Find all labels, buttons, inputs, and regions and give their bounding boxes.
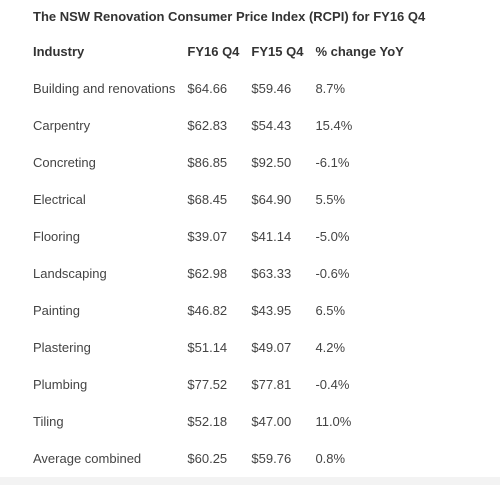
header-percent-change: % change YoY	[315, 44, 404, 59]
fy16-cell: $51.14	[187, 340, 228, 355]
table-row: Carpentry $62.83 $54.43 15.4%	[27, 107, 416, 144]
fy16-cell: $46.82	[187, 303, 228, 318]
fy16-cell: $64.66	[187, 81, 228, 96]
change-cell: 8.7%	[315, 81, 346, 96]
change-cell: 5.5%	[315, 192, 346, 207]
change-cell: 15.4%	[315, 118, 353, 133]
industry-cell: Landscaping	[33, 266, 107, 281]
table-row: Plastering $51.14 $49.07 4.2%	[27, 329, 416, 366]
header-fy15-q4: FY15 Q4	[251, 44, 304, 59]
fy15-cell: $92.50	[251, 155, 292, 170]
table-row: Tiling $52.18 $47.00 11.0%	[27, 403, 416, 440]
table-row: Building and renovations $64.66 $59.46 8…	[27, 70, 416, 107]
change-cell: 11.0%	[315, 414, 352, 429]
fy15-cell: $54.43	[251, 118, 292, 133]
fy16-cell: $68.45	[187, 192, 228, 207]
fy16-cell: $62.83	[187, 118, 228, 133]
fy16-cell: $39.07	[187, 229, 228, 244]
industry-cell: Carpentry	[33, 118, 91, 133]
fy15-cell: $43.95	[251, 303, 292, 318]
industry-cell: Concreting	[33, 155, 96, 170]
industry-cell: Painting	[33, 303, 80, 318]
fy16-cell: $52.18	[187, 414, 228, 429]
industry-cell: Plastering	[33, 340, 91, 355]
industry-cell: Average combined	[33, 451, 142, 466]
fy15-cell: $47.00	[251, 414, 292, 429]
industry-cell: Tiling	[33, 414, 64, 429]
fy16-cell: $60.25	[187, 451, 228, 466]
fy16-cell: $86.85	[187, 155, 228, 170]
industry-cell: Electrical	[33, 192, 86, 207]
change-cell: 4.2%	[315, 340, 346, 355]
table-row: Electrical $68.45 $64.90 5.5%	[27, 181, 416, 218]
table-row: Plumbing $77.52 $77.81 -0.4%	[27, 366, 416, 403]
change-cell: -5.0%	[315, 229, 350, 244]
industry-cell: Plumbing	[33, 377, 88, 392]
change-cell: 6.5%	[315, 303, 346, 318]
table-row: Flooring $39.07 $41.14 -5.0%	[27, 218, 416, 255]
fy15-cell: $64.90	[251, 192, 292, 207]
change-cell: -6.1%	[315, 155, 350, 170]
header-fy16-q4: FY16 Q4	[187, 44, 240, 59]
change-cell: 0.8%	[315, 451, 346, 466]
fy15-cell: $49.07	[251, 340, 292, 355]
table-title: The NSW Renovation Consumer Price Index …	[33, 9, 426, 24]
bottom-divider	[0, 477, 500, 485]
fy16-cell: $62.98	[187, 266, 228, 281]
fy15-cell: $63.33	[251, 266, 292, 281]
header-industry: Industry	[33, 44, 85, 59]
fy15-cell: $59.46	[251, 81, 292, 96]
rcpi-table: Industry FY16 Q4 FY15 Q4 % change YoY Bu…	[27, 33, 416, 477]
table-row: Concreting $86.85 $92.50 -6.1%	[27, 144, 416, 181]
table-header-row: Industry FY16 Q4 FY15 Q4 % change YoY	[27, 33, 416, 70]
industry-cell: Flooring	[33, 229, 80, 244]
table-row: Average combined $60.25 $59.76 0.8%	[27, 440, 416, 477]
change-cell: -0.4%	[315, 377, 350, 392]
change-cell: -0.6%	[315, 266, 350, 281]
fy15-cell: $41.14	[251, 229, 292, 244]
table-row: Painting $46.82 $43.95 6.5%	[27, 292, 416, 329]
fy16-cell: $77.52	[187, 377, 228, 392]
fy15-cell: $77.81	[251, 377, 292, 392]
table-row: Landscaping $62.98 $63.33 -0.6%	[27, 255, 416, 292]
fy15-cell: $59.76	[251, 451, 292, 466]
industry-cell: Building and renovations	[33, 81, 176, 96]
